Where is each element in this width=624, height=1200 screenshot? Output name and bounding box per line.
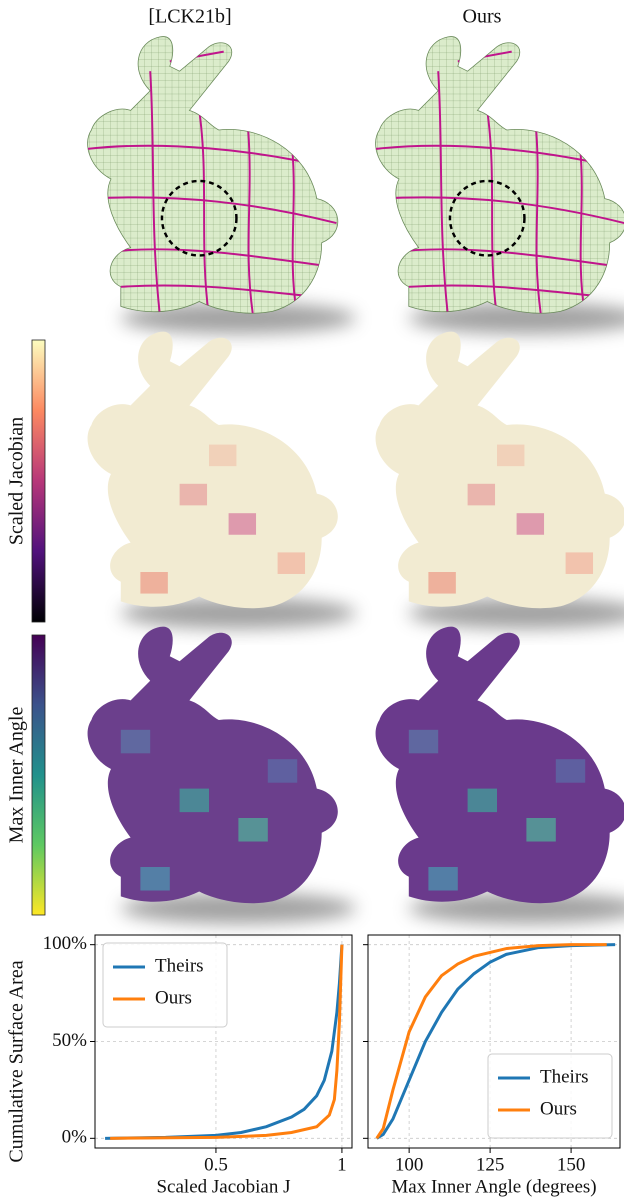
distortion-patch [140, 572, 167, 594]
x-axis-label: Max Inner Angle (degrees) [391, 1176, 596, 1197]
colorbar-label: Max Inner Angle [6, 707, 28, 844]
legend-label: Theirs [155, 955, 204, 976]
colorbar [32, 635, 45, 915]
colorbar [32, 340, 45, 622]
angle-patch [409, 730, 438, 754]
bunny-surface [88, 37, 338, 314]
angle-patch [468, 789, 497, 813]
bunny [376, 627, 624, 924]
bunny [88, 332, 356, 629]
colorbar-label: Scaled Jacobian [6, 417, 28, 545]
angle-patch [238, 818, 267, 842]
column-title: [LCK21b] [148, 6, 231, 28]
charts: 0.5 1 0% 50% 100% Scaled Jacobian J Cumulative… [6, 933, 620, 1197]
x-tick-label: 100 [395, 1154, 424, 1175]
page: {"column_titles": ["[LCK21b]", "Ours"], … [0, 0, 624, 1200]
angle-patch [268, 759, 297, 783]
column-title: Ours [463, 6, 502, 28]
distortion-patch [497, 445, 524, 467]
angle-patch [180, 789, 209, 813]
legend-label: Theirs [540, 1066, 589, 1087]
angle-patch [121, 730, 150, 754]
x-tick-label: 150 [557, 1154, 586, 1175]
bunny [370, 37, 624, 334]
renderings [82, 37, 624, 924]
distortion-patch [566, 552, 593, 574]
legend-label: Ours [155, 987, 192, 1008]
distortion-patch [517, 513, 544, 535]
bunny [88, 627, 356, 924]
x-axis-label: Scaled Jacobian J [156, 1176, 290, 1197]
y-tick-label: 0% [62, 1127, 88, 1148]
angle-patch [556, 759, 585, 783]
angle-patch [526, 818, 555, 842]
legend-label: Ours [540, 1098, 577, 1119]
distortion-patch [428, 572, 455, 594]
figure: [LCK21b] Ours Scaled Jacobian Max Inner … [0, 0, 624, 1200]
bunny [376, 332, 624, 629]
bunny-surface [376, 37, 624, 314]
distortion-patch [209, 445, 236, 467]
y-tick-label: 50% [52, 1030, 87, 1051]
y-axis-label: Cumulative Surface Area [6, 960, 28, 1162]
distortion-patch [278, 552, 305, 574]
x-tick-label: 0.5 [204, 1154, 228, 1175]
y-tick-label: 100% [43, 933, 88, 954]
angle-patch [140, 867, 169, 891]
distortion-patch [468, 484, 495, 506]
angle-patch [428, 867, 457, 891]
x-tick-label: 1 [337, 1154, 347, 1175]
bunny-surface [88, 627, 338, 904]
bunny [82, 37, 356, 334]
chart: 0.5 1 0% 50% 100% Scaled Jacobian J Cumulative… [6, 933, 352, 1197]
bunny-surface [376, 627, 624, 904]
distortion-patch [180, 484, 207, 506]
distortion-patch [229, 513, 256, 535]
x-tick-label: 125 [476, 1154, 505, 1175]
